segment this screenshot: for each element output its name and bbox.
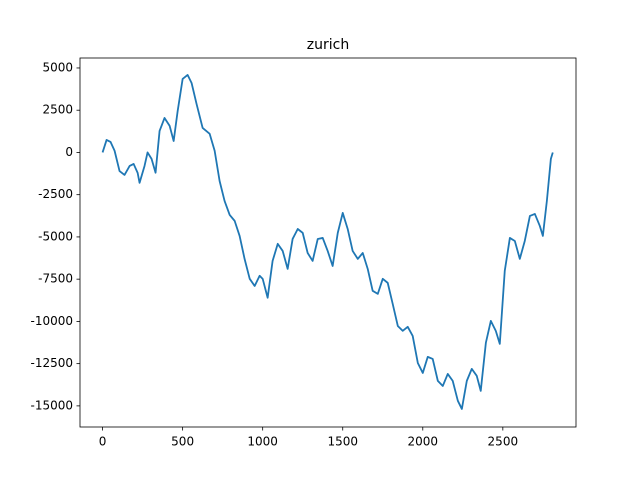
y-tick-label: -15000 bbox=[30, 398, 73, 412]
x-tick-label: 2500 bbox=[488, 435, 519, 449]
y-tick-label: -10000 bbox=[30, 314, 73, 328]
y-tick-label: 0 bbox=[65, 145, 73, 159]
y-tick-label: 5000 bbox=[42, 60, 73, 74]
chart-title: zurich bbox=[307, 37, 349, 53]
y-tick-label: -12500 bbox=[30, 356, 73, 370]
line bbox=[101, 73, 554, 410]
x-tick-label: 1500 bbox=[327, 435, 358, 449]
y-tick-label: -2500 bbox=[38, 187, 73, 201]
x-tick-label: 0 bbox=[99, 435, 107, 449]
x-tick-label: 1000 bbox=[247, 435, 278, 449]
x-tick-label: 2000 bbox=[408, 435, 439, 449]
y-tick-label: -5000 bbox=[38, 229, 73, 243]
y-tick-label: -7500 bbox=[38, 272, 73, 286]
axes-frame bbox=[79, 57, 577, 428]
x-tick-label: 500 bbox=[171, 435, 194, 449]
y-tick-label: 2500 bbox=[42, 103, 73, 117]
